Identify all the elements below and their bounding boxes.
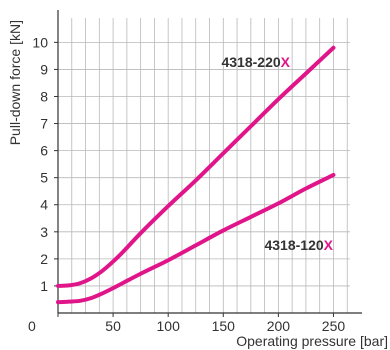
series-label-4318-220: 4318-220X — [221, 54, 290, 70]
series-line-4318-120 — [56, 172, 336, 305]
x-tick-label: 50 — [105, 318, 121, 334]
y-tick-label: 1 — [40, 278, 48, 294]
y-tick-label: 6 — [40, 143, 48, 159]
series-line-4318-220 — [56, 45, 336, 288]
y-tick-label: 2 — [40, 251, 48, 267]
x-tick-label: 0 — [28, 318, 36, 334]
series-label-4318-120: 4318-120X — [264, 237, 333, 253]
y-tick-label: 3 — [40, 224, 48, 240]
axes — [54, 10, 362, 317]
x-tick-label: 150 — [212, 318, 236, 334]
series-label-suffix: X — [324, 237, 334, 253]
grid — [58, 18, 350, 313]
y-tick-label: 4 — [40, 197, 48, 213]
series-label-name: 4318-120 — [264, 237, 323, 253]
series-label-suffix: X — [281, 54, 291, 70]
y-tick-label: 7 — [40, 116, 48, 132]
x-tick-label: 100 — [157, 318, 181, 334]
y-tick-label: 8 — [40, 88, 48, 104]
x-axis-label: Operating pressure [bar] — [236, 333, 388, 349]
x-tick-label: 250 — [322, 318, 346, 334]
series-lines — [56, 45, 336, 305]
y-axis-label: Pull-down force [kN] — [7, 20, 23, 145]
y-tick-label: 9 — [40, 61, 48, 77]
y-tick-label: 5 — [40, 170, 48, 186]
y-tick-label: 10 — [32, 34, 48, 50]
x-tick-label: 200 — [267, 318, 291, 334]
series-label-name: 4318-220 — [221, 54, 280, 70]
